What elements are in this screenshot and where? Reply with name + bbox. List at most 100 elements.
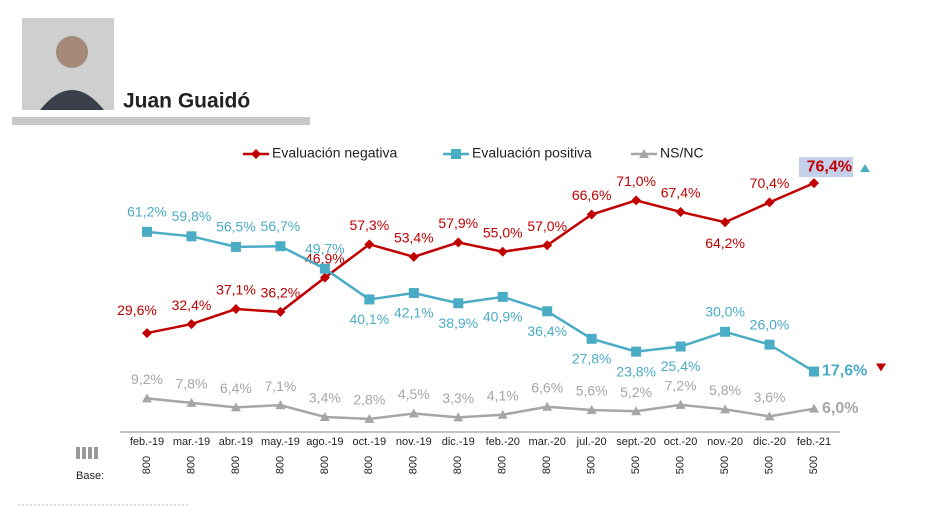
photo-suit: [40, 90, 104, 110]
data-point: [319, 272, 330, 283]
data-label: 76,4%: [807, 158, 852, 175]
x-tick-label: ago.-19: [306, 436, 343, 448]
data-label: 3,4%: [309, 390, 341, 406]
legend-marker: [251, 149, 261, 159]
data-point: [142, 226, 152, 237]
series-line: [146, 397, 815, 421]
base-value: 800: [408, 456, 420, 474]
base-value: 800: [319, 456, 331, 474]
base-value: 500: [808, 456, 820, 474]
data-label: 29,6%: [117, 302, 157, 318]
data-point: [408, 408, 419, 418]
data-point: [186, 231, 197, 242]
data-label: 40,9%: [483, 309, 523, 325]
data-point: [675, 399, 686, 409]
data-point: [275, 400, 286, 410]
x-tick-label: jul.-20: [576, 436, 607, 448]
data-point: [720, 326, 731, 337]
base-value: 800: [185, 456, 197, 474]
data-label: 23,8%: [616, 363, 656, 379]
data-point: [586, 209, 597, 220]
data-label: 56,7%: [261, 218, 301, 234]
data-point: [186, 397, 197, 407]
data-point: [497, 246, 508, 257]
data-label: 6,6%: [531, 379, 563, 395]
data-label: 6,4%: [220, 380, 252, 396]
data-point: [230, 402, 241, 412]
data-point: [230, 304, 241, 315]
data-label: 32,4%: [172, 297, 212, 313]
up-arrow: [860, 164, 870, 173]
data-point: [497, 409, 508, 419]
data-point: [142, 393, 152, 403]
data-label: 57,0%: [527, 218, 567, 234]
data-label: 36,2%: [261, 285, 301, 301]
base-value: 500: [586, 456, 598, 474]
data-label: 7,2%: [665, 378, 697, 394]
data-label: 5,2%: [620, 384, 652, 400]
x-tick-label: dic.-20: [753, 436, 786, 448]
data-label: 66,6%: [572, 187, 612, 203]
data-point: [364, 294, 375, 305]
data-label: 3,3%: [442, 390, 474, 406]
base-value: 800: [497, 456, 509, 474]
data-label: 37,1%: [216, 282, 256, 298]
data-label: 6,0%: [822, 400, 858, 417]
x-tick-label: dic.-19: [442, 436, 475, 448]
data-label: 57,9%: [438, 215, 478, 231]
x-tick-label: oct.-19: [353, 436, 387, 448]
x-tick-label: mar.-20: [529, 436, 566, 448]
data-point: [631, 346, 642, 357]
base-value: 800: [141, 456, 153, 474]
legend-label: Evaluación positiva: [472, 145, 592, 161]
base-value: 800: [363, 456, 375, 474]
data-point: [809, 366, 819, 377]
people-icon: [76, 447, 98, 459]
data-point: [631, 406, 642, 416]
data-label: 49,7%: [305, 240, 345, 256]
base-value: 500: [675, 456, 687, 474]
data-point: [542, 401, 553, 411]
legend-marker: [451, 149, 461, 159]
x-tick-label: nov.-20: [707, 436, 743, 448]
legend-marker: [639, 149, 649, 158]
data-label: 59,8%: [172, 208, 212, 224]
x-tick-label: abr.-19: [219, 436, 253, 448]
data-label: 36,4%: [527, 323, 567, 339]
data-label: 7,1%: [264, 378, 296, 394]
data-point: [364, 413, 375, 423]
base-value: 500: [719, 456, 731, 474]
data-point: [408, 288, 419, 299]
down-arrow: [876, 363, 886, 372]
data-label: 4,5%: [398, 386, 430, 402]
data-label: 71,0%: [616, 173, 656, 189]
x-tick-label: feb.-19: [130, 436, 164, 448]
data-point: [675, 341, 686, 352]
data-point: [230, 241, 241, 252]
x-tick-label: nov.-19: [396, 436, 432, 448]
base-value: 800: [230, 456, 242, 474]
title: Juan Guaidó: [123, 90, 250, 113]
data-label: 27,8%: [572, 351, 612, 367]
data-label: 38,9%: [438, 315, 478, 331]
x-tick-label: oct.-20: [664, 436, 698, 448]
data-point: [497, 291, 508, 302]
x-tick-label: feb.-20: [486, 436, 520, 448]
data-label: 30,0%: [705, 303, 745, 319]
data-label: 3,6%: [754, 389, 786, 405]
data-point: [453, 298, 464, 309]
data-label: 57,3%: [349, 217, 389, 233]
data-label: 25,4%: [661, 358, 701, 374]
x-tick-label: may.-19: [261, 436, 300, 448]
data-point: [764, 197, 775, 208]
x-tick-label: sept.-20: [616, 436, 656, 448]
data-point: [364, 239, 375, 250]
data-point: [542, 306, 553, 317]
title-bar: [12, 117, 310, 125]
photo-face: [56, 36, 88, 68]
data-point: [720, 404, 731, 414]
data-label: 64,2%: [705, 235, 745, 251]
data-label: 5,8%: [709, 382, 741, 398]
data-label: 4,1%: [487, 387, 519, 403]
